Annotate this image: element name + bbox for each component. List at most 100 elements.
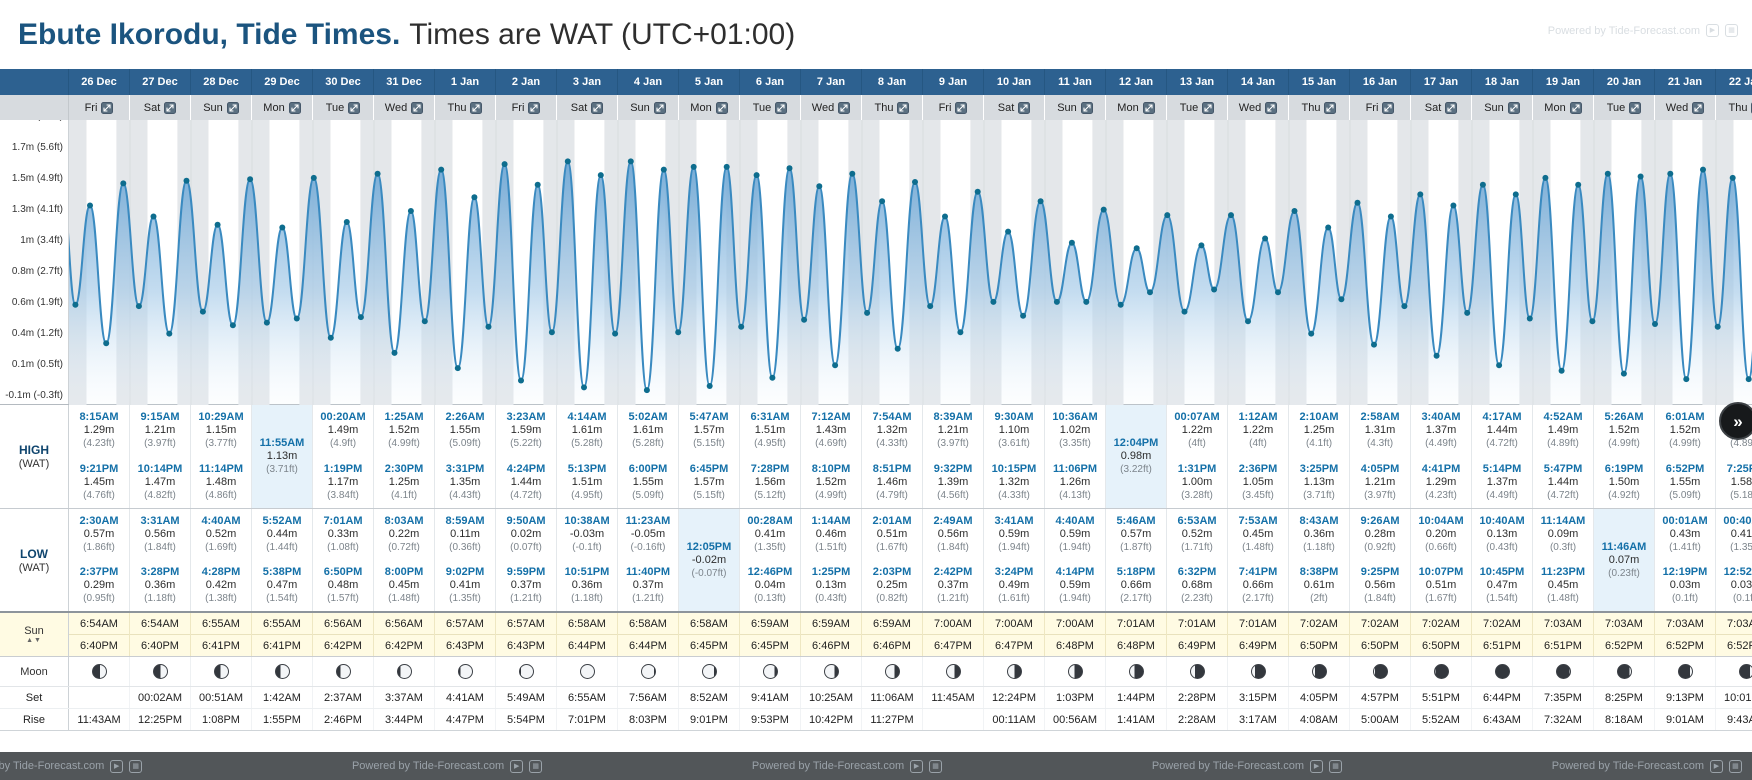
tide-height-m: 1.47m (144, 475, 176, 488)
expand-day-icon[interactable] (1080, 101, 1093, 114)
expand-day-icon[interactable] (775, 101, 788, 114)
date-header: 28 Dec (191, 69, 252, 95)
low-tide-entry: 8:38PM 0.61m (2ft) (1289, 560, 1349, 611)
expand-day-icon[interactable] (1202, 101, 1215, 114)
footer-watermark[interactable]: Powered by Tide-Forecast.com ▶ ▦ (751, 759, 943, 773)
watermark-text[interactable]: Powered by Tide-Forecast.com (351, 760, 505, 772)
sunrise-time: 7:03AM (1655, 613, 1715, 635)
date-header: 26 Dec (69, 69, 130, 95)
expand-day-icon[interactable] (715, 101, 728, 114)
tide-time: 11:55AM (259, 437, 305, 449)
low-tide-entry: 10:45PM 0.47m (1.54ft) (1472, 560, 1532, 611)
expand-day-icon[interactable] (348, 101, 361, 114)
low-tide-entry: 9:25PM 0.56m (1.84ft) (1350, 560, 1410, 611)
expand-day-icon[interactable] (470, 101, 483, 114)
expand-day-icon[interactable] (411, 101, 424, 114)
watermark-text[interactable]: Powered by Tide-Forecast.com (1547, 24, 1700, 37)
high-tide-entry: 7:12AM 1.43m (4.69ft) (801, 405, 861, 457)
expand-day-icon[interactable] (1445, 101, 1458, 114)
expand-day-icon[interactable] (1692, 101, 1705, 114)
footer-watermark[interactable]: Powered by Tide-Forecast.com ▶ ▦ (1151, 759, 1343, 773)
tide-curve-chart (69, 120, 1752, 405)
tide-time: 9:26AM (1360, 515, 1400, 527)
tide-height-ft: (3.71ft) (266, 464, 298, 475)
expand-day-icon[interactable] (1507, 101, 1520, 114)
high-tide-entry: 5:26AM 1.52m (4.99ft) (1594, 405, 1654, 457)
high-tide-entry: 6:52PM 1.55m (5.09ft) (1655, 457, 1715, 509)
tide-height-ft: (5.22ft) (510, 438, 542, 450)
sun-times-cell: 6:54AM 6:40PM (130, 613, 191, 656)
tide-height-m: 1.55m (449, 424, 481, 437)
tide-height-m: 0.47m (266, 579, 298, 591)
weekday-cell: Wed (801, 95, 862, 120)
expand-day-icon[interactable] (955, 101, 968, 114)
expand-day-icon[interactable] (226, 101, 239, 114)
tide-height-m: 1.22m (1242, 424, 1274, 437)
expand-day-icon[interactable] (1629, 101, 1642, 114)
moon-phase-cell (69, 657, 130, 686)
watermark-text[interactable]: Powered by Tide-Forecast.com (1551, 760, 1704, 772)
tide-height-m: 0.56m (937, 528, 969, 540)
tide-height-ft: (4ft) (1188, 438, 1206, 450)
tide-height-m: 0.37m (937, 579, 969, 591)
moonset-time: 5:49AM (496, 687, 557, 708)
moonset-time: 6:55AM (557, 687, 618, 708)
low-tide-cell: 7:01AM 0.33m (1.08ft) 6:50PM 0.48m (1.57ft) (313, 509, 374, 611)
weekday-cell: Sun (191, 95, 252, 120)
tide-height-m: 0.59m (1059, 528, 1091, 540)
expand-day-icon[interactable] (838, 101, 851, 114)
expand-day-icon[interactable] (591, 101, 604, 114)
tide-height-m: 0.57m (83, 528, 115, 540)
expand-day-icon[interactable] (164, 101, 177, 114)
expand-day-icon[interactable] (528, 101, 541, 114)
expand-day-icon[interactable] (1142, 101, 1155, 114)
tide-height-ft: (5.09ft) (449, 438, 481, 450)
date-header: 14 Jan (1228, 69, 1289, 95)
watermark-text[interactable]: Powered by Tide-Forecast.com (0, 760, 105, 772)
expand-day-icon[interactable] (1569, 101, 1582, 114)
date-header: 10 Jan (984, 69, 1045, 95)
expand-day-icon[interactable] (1018, 101, 1031, 114)
moonrise-time: 1:08PM (191, 709, 252, 730)
moonrise-time: 9:01AM (1655, 709, 1716, 730)
footer-watermark[interactable]: Powered by Tide-Forecast.com ▶ ▦ (1551, 759, 1742, 773)
expand-day-icon[interactable] (1324, 101, 1337, 114)
footer-watermark[interactable]: Powered by Tide-Forecast.com ▶ ▦ (0, 759, 143, 773)
tide-time: 1:31PM (1177, 462, 1217, 475)
date-header: 5 Jan (679, 69, 740, 95)
high-tide-entry: 2:30PM 1.25m (4.1ft) (374, 457, 434, 509)
weekday-label: Tue (1179, 101, 1199, 114)
expand-day-icon[interactable] (897, 101, 910, 114)
expand-day-icon[interactable] (1382, 101, 1395, 114)
expand-day-icon[interactable] (653, 101, 666, 114)
low-tide-entry: 00:01AM 0.43m (1.41ft) (1655, 509, 1715, 560)
weekday-label: Sun (1484, 101, 1504, 114)
footer-watermark[interactable]: Powered by Tide-Forecast.com ▶ ▦ (351, 759, 543, 773)
tide-time: 12:19PM (1662, 566, 1708, 578)
watermark-text[interactable]: Powered by Tide-Forecast.com (1151, 760, 1305, 772)
watermark-text[interactable]: Powered by Tide-Forecast.com (751, 760, 905, 772)
expand-day-icon[interactable] (288, 101, 301, 114)
high-tide-cell: 7:54AM 1.32m (4.33ft) 8:51PM 1.46m (4.79ft) (862, 405, 923, 508)
tide-time: 12:52PM (1723, 566, 1752, 578)
tide-time: 9:32PM (933, 462, 973, 475)
low-tide-cell: 2:30AM 0.57m (1.86ft) 2:37PM 0.29m (0.95ft) (69, 509, 130, 611)
tide-time: 2:10AM (1299, 411, 1339, 424)
header-watermark[interactable]: Powered by Tide-Forecast.com ▶ ▦ (1548, 24, 1738, 37)
high-tide-entry: 00:07AM 1.22m (4ft) (1167, 405, 1227, 457)
expand-day-icon[interactable] (1265, 101, 1278, 114)
tide-time: 4:14PM (1055, 566, 1095, 578)
scroll-next-button[interactable]: » (1719, 402, 1752, 440)
high-tide-cell: 8:39AM 1.21m (3.97ft) 9:32PM 1.39m (4.56ft) (923, 405, 984, 508)
sunrise-time: 7:01AM (1106, 613, 1166, 635)
sunset-time: 6:44PM (629, 640, 667, 652)
tide-height-ft: (4.79ft) (876, 489, 908, 501)
expand-day-icon[interactable] (101, 101, 114, 114)
moon-phase-cell (801, 657, 862, 686)
low-tide-entry: 11:46AM 0.07m (0.23ft) (1594, 541, 1654, 580)
tide-height-m: 0.41m (754, 528, 786, 540)
moonrise-time (923, 709, 984, 730)
sunrise-time: 7:02AM (1289, 613, 1349, 635)
sunset-time: 6:52PM (1727, 640, 1752, 652)
tide-height-m: 1.58m (1730, 475, 1752, 488)
